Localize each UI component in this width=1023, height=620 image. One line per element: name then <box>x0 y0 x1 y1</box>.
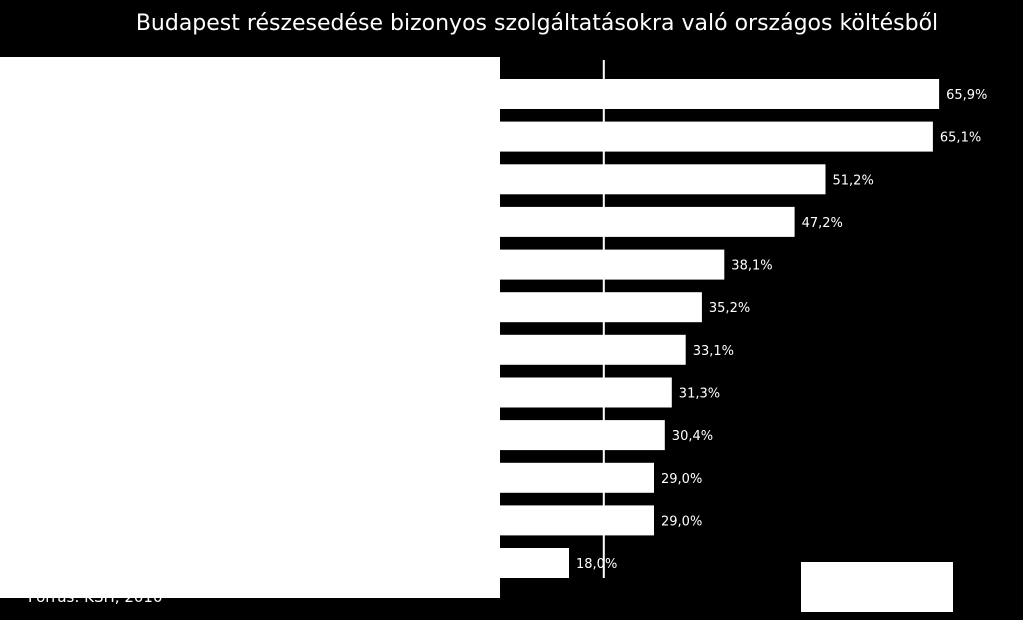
category-label-panel <box>0 57 500 598</box>
bar-1 <box>430 79 940 109</box>
bar-value-label-11: 29,0% <box>661 514 702 529</box>
bar-value-label-2: 65,1% <box>940 131 981 146</box>
bar-2 <box>430 121 933 152</box>
bar-value-label-1: 65,9% <box>946 88 987 103</box>
bar-value-label-9: 30,4% <box>672 429 713 444</box>
bar-value-label-12: 18,0% <box>576 557 617 572</box>
bar-value-label-4: 47,2% <box>802 216 843 231</box>
bar-value-label-8: 31,3% <box>679 387 720 402</box>
bar-value-label-10: 29,0% <box>661 472 702 487</box>
bar-value-label-5: 38,1% <box>731 259 772 274</box>
bar-value-label-3: 51,2% <box>833 173 874 188</box>
legend-panel <box>801 562 953 612</box>
bars-group: 65,9% 65,1% 51,2% 47,2% 38,1% 35,2% 33,1% 31,3%… <box>430 79 987 578</box>
bar-value-label-6: 35,2% <box>709 301 750 316</box>
chart-title: Budapest részesedése bizonyos szolgáltat… <box>136 11 938 36</box>
bar-value-label-7: 33,1% <box>693 344 734 359</box>
